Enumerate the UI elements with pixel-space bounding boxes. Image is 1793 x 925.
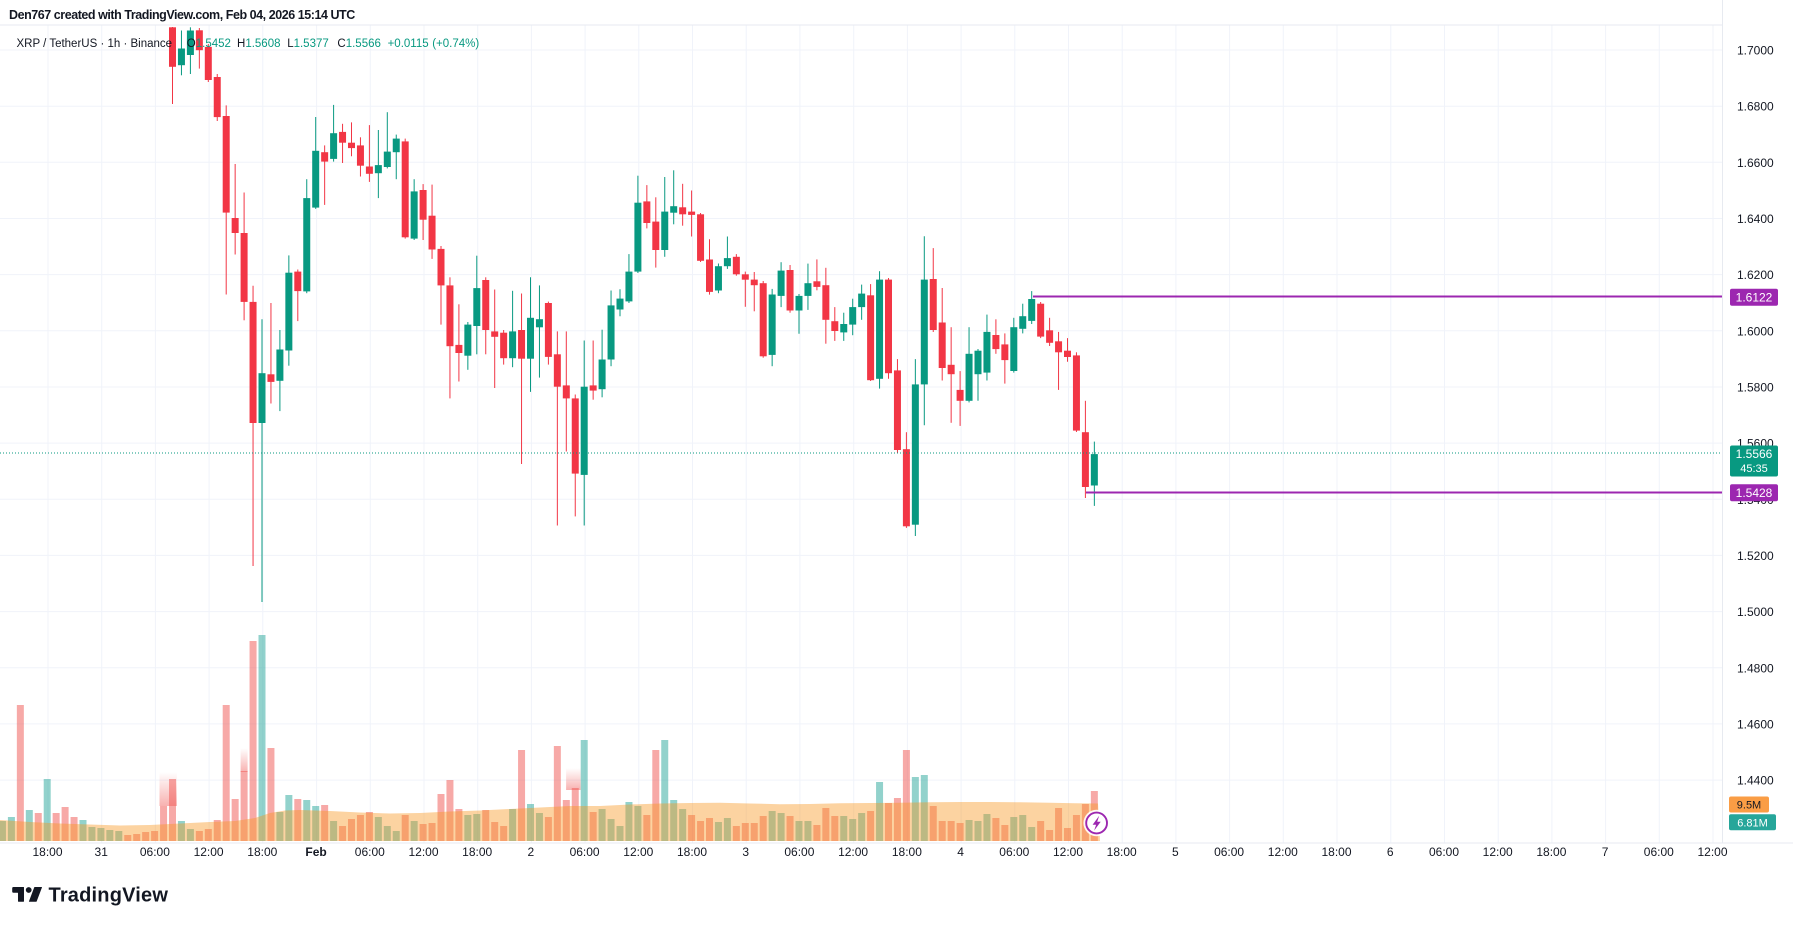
svg-text:18:00: 18:00 <box>1107 845 1137 859</box>
svg-text:06:00: 06:00 <box>355 845 385 859</box>
svg-text:1.4400: 1.4400 <box>1737 774 1774 788</box>
svg-text:1.7000: 1.7000 <box>1737 44 1774 58</box>
svg-text:1.5428: 1.5428 <box>1736 486 1773 500</box>
svg-text:1.6200: 1.6200 <box>1737 268 1774 282</box>
svg-text:06:00: 06:00 <box>140 845 170 859</box>
svg-text:1.6800: 1.6800 <box>1737 100 1774 114</box>
svg-text:9.5M: 9.5M <box>1737 799 1761 811</box>
svg-text:1.6122: 1.6122 <box>1736 291 1773 305</box>
svg-text:18:00: 18:00 <box>677 845 707 859</box>
svg-text:12:00: 12:00 <box>838 845 868 859</box>
svg-text:+0.0115: +0.0115 <box>388 38 429 50</box>
svg-text:1.6600: 1.6600 <box>1737 156 1774 170</box>
svg-text:1.6000: 1.6000 <box>1737 324 1774 338</box>
svg-text:06:00: 06:00 <box>999 845 1029 859</box>
svg-text:06:00: 06:00 <box>1429 845 1459 859</box>
svg-text:6.81M: 6.81M <box>1737 817 1768 829</box>
svg-text:4: 4 <box>957 845 964 859</box>
svg-text:18:00: 18:00 <box>247 845 277 859</box>
svg-text:06:00: 06:00 <box>1644 845 1674 859</box>
svg-text:5: 5 <box>1172 845 1179 859</box>
svg-text:(+0.74%): (+0.74%) <box>432 38 479 50</box>
svg-text:18:00: 18:00 <box>1536 845 1566 859</box>
svg-text:12:00: 12:00 <box>1483 845 1513 859</box>
svg-text:12:00: 12:00 <box>1053 845 1083 859</box>
svg-text:18:00: 18:00 <box>892 845 922 859</box>
svg-text:TradingView: TradingView <box>49 885 169 907</box>
svg-text:Den767 created with TradingVie: Den767 created with TradingView.com, Feb… <box>9 8 355 22</box>
svg-text:1.4600: 1.4600 <box>1737 717 1774 731</box>
svg-text:1.6400: 1.6400 <box>1737 212 1774 226</box>
svg-text:XRP / TetherUS · 1h · Binance: XRP / TetherUS · 1h · Binance <box>17 38 173 50</box>
svg-text:12:00: 12:00 <box>623 845 653 859</box>
svg-text:31: 31 <box>95 845 109 859</box>
svg-text:12:00: 12:00 <box>1268 845 1298 859</box>
svg-text:L1.5377: L1.5377 <box>287 38 329 50</box>
svg-text:12:00: 12:00 <box>408 845 438 859</box>
svg-text:06:00: 06:00 <box>1214 845 1244 859</box>
svg-text:Feb: Feb <box>305 845 326 859</box>
svg-text:18:00: 18:00 <box>1321 845 1351 859</box>
svg-text:7: 7 <box>1602 845 1609 859</box>
svg-text:2: 2 <box>528 845 535 859</box>
svg-text:18:00: 18:00 <box>32 845 62 859</box>
svg-text:1.5200: 1.5200 <box>1737 549 1774 563</box>
svg-text:1.5800: 1.5800 <box>1737 381 1774 395</box>
svg-text:1.5566: 1.5566 <box>1736 447 1773 461</box>
svg-text:45:35: 45:35 <box>1740 463 1768 475</box>
svg-text:06:00: 06:00 <box>570 845 600 859</box>
svg-text:O1.5452: O1.5452 <box>187 38 231 50</box>
svg-text:C1.5566: C1.5566 <box>337 38 381 50</box>
svg-text:3: 3 <box>742 845 749 859</box>
svg-text:1.4800: 1.4800 <box>1737 661 1774 675</box>
svg-text:H1.5608: H1.5608 <box>237 38 281 50</box>
svg-text:6: 6 <box>1387 845 1394 859</box>
svg-text:1.5000: 1.5000 <box>1737 605 1774 619</box>
svg-text:18:00: 18:00 <box>462 845 492 859</box>
svg-text:12:00: 12:00 <box>1697 845 1727 859</box>
svg-text:06:00: 06:00 <box>784 845 814 859</box>
svg-text:12:00: 12:00 <box>194 845 224 859</box>
